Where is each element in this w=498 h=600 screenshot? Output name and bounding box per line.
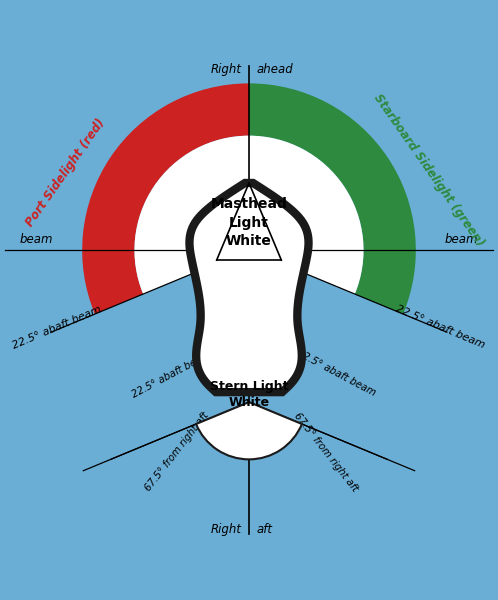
Text: Right: Right	[211, 64, 242, 76]
Wedge shape	[196, 402, 302, 460]
Text: 67.5° from right aft: 67.5° from right aft	[143, 410, 211, 493]
Text: 22.5° abaft beam: 22.5° abaft beam	[130, 350, 213, 400]
Wedge shape	[134, 136, 364, 294]
Text: 22.5° abaft beam: 22.5° abaft beam	[11, 304, 103, 350]
Text: beam: beam	[445, 233, 478, 246]
Text: aft: aft	[256, 523, 272, 536]
Polygon shape	[189, 183, 309, 392]
Text: Port Sidelight (red): Port Sidelight (red)	[23, 116, 108, 229]
Wedge shape	[82, 83, 249, 314]
Text: 22.5° abaft beam: 22.5° abaft beam	[395, 304, 487, 350]
Text: beam: beam	[20, 233, 53, 246]
Text: Masthead
Light
White: Masthead Light White	[211, 197, 287, 248]
Text: Starboard Sidelight (green): Starboard Sidelight (green)	[372, 92, 487, 249]
Text: 67.5° from right aft: 67.5° from right aft	[292, 410, 360, 493]
Text: Right: Right	[211, 523, 242, 536]
Text: ahead: ahead	[256, 64, 293, 76]
Text: 22.5° abaft beam: 22.5° abaft beam	[295, 348, 377, 398]
Wedge shape	[249, 83, 416, 314]
Text: Stern Light
White: Stern Light White	[210, 380, 288, 409]
